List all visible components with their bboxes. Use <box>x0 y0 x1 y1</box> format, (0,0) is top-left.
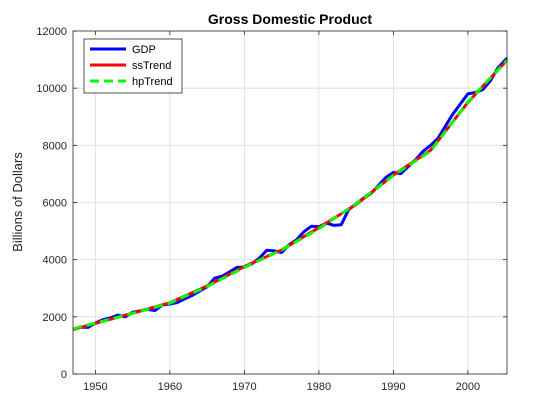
legend-label-hptrend: hpTrend <box>132 76 173 88</box>
y-tick-label-6: 12000 <box>36 26 67 38</box>
legend-label-sstrend: ssTrend <box>132 60 171 72</box>
y-tick-label-2: 4000 <box>43 255 67 267</box>
y-tick-label-4: 8000 <box>43 140 67 152</box>
x-tick-label-0: 1950 <box>83 381 107 393</box>
x-tick-label-2: 1970 <box>232 381 256 393</box>
x-tick-label-1: 1960 <box>158 381 182 393</box>
y-axis-label: Billions of Dollars <box>10 152 25 252</box>
legend-label-gdp: GDP <box>132 44 156 56</box>
y-tick-label-1: 2000 <box>43 312 67 324</box>
x-tick-label-5: 2000 <box>456 381 480 393</box>
legend: GDP ssTrend hpTrend <box>83 38 183 94</box>
chart-title: Gross Domestic Product <box>208 11 372 27</box>
y-tick-label-5: 10000 <box>36 83 67 95</box>
x-tick-label-4: 1990 <box>381 381 405 393</box>
series-line-hptrend <box>72 59 509 331</box>
y-tick-label-0: 0 <box>61 369 67 381</box>
y-tick-label-3: 6000 <box>43 198 67 210</box>
x-tick-label-3: 1980 <box>307 381 331 393</box>
